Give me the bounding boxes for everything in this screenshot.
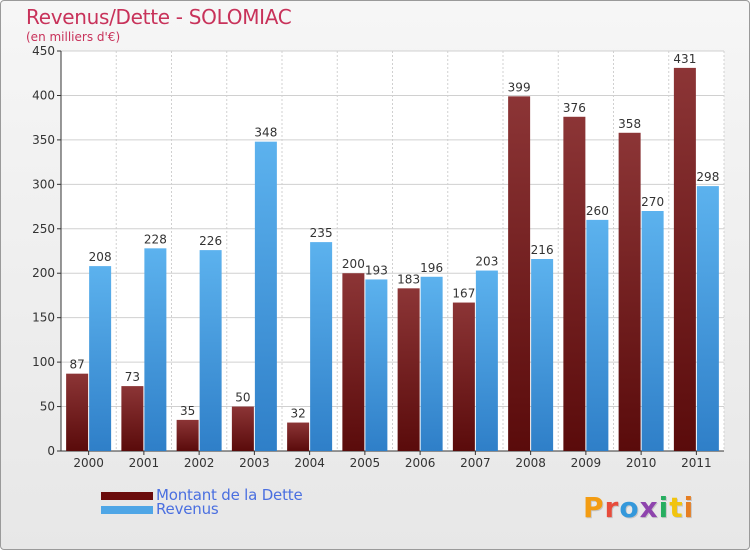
data-label-dette: 73 — [125, 370, 140, 384]
bar-revenus — [475, 270, 498, 451]
legend-swatch-revenus — [101, 506, 153, 514]
bar-dette — [508, 96, 531, 451]
y-tick-label: 0 — [47, 444, 55, 458]
legend-swatch-dette — [101, 492, 153, 500]
bar-revenus — [254, 141, 277, 451]
bar-dette — [176, 419, 199, 451]
x-tick-label: 2007 — [460, 456, 491, 470]
proxiti-logo: Proxiti — [583, 491, 694, 524]
bar-revenus — [310, 242, 333, 451]
data-label-revenus: 298 — [696, 170, 719, 184]
data-label-dette: 50 — [235, 391, 250, 405]
x-tick-label: 2006 — [405, 456, 436, 470]
bar-revenus — [365, 279, 388, 451]
bar-dette — [618, 132, 641, 451]
bar-revenus — [531, 259, 554, 451]
data-label-dette: 200 — [342, 257, 365, 271]
x-tick-label: 2008 — [515, 456, 546, 470]
data-label-dette: 358 — [618, 117, 641, 131]
bar-revenus — [586, 219, 609, 451]
x-tick-label: 2011 — [681, 456, 712, 470]
data-label-revenus: 260 — [586, 204, 609, 218]
bar-revenus — [144, 248, 167, 451]
y-tick-label: 50 — [40, 400, 55, 414]
data-label-dette: 35 — [180, 404, 195, 418]
data-label-revenus: 348 — [254, 126, 277, 140]
bar-dette — [673, 67, 696, 451]
x-tick-label: 2004 — [294, 456, 325, 470]
data-label-dette: 167 — [452, 287, 475, 301]
legend-label-dette: Montant de la Dette — [156, 486, 303, 504]
bar-dette — [231, 406, 254, 451]
logo-letter: P — [583, 491, 605, 524]
logo-letter: i — [683, 491, 695, 524]
logo-letter: o — [619, 491, 640, 524]
logo-letter: i — [658, 491, 670, 524]
legend-label-revenus: Revenus — [156, 500, 219, 518]
data-label-dette: 183 — [397, 272, 420, 286]
x-tick-label: 2000 — [73, 456, 104, 470]
bar-dette — [287, 422, 310, 451]
bar-dette — [66, 373, 89, 451]
logo-letter: x — [639, 491, 659, 524]
x-tick-label: 2003 — [239, 456, 270, 470]
data-label-revenus: 216 — [531, 243, 554, 257]
data-label-revenus: 228 — [144, 232, 167, 246]
bar-dette — [397, 288, 420, 451]
logo-letter: r — [604, 491, 620, 524]
data-label-revenus: 235 — [310, 226, 333, 240]
x-tick-label: 2010 — [626, 456, 657, 470]
y-tick-label: 100 — [32, 355, 55, 369]
x-tick-label: 2005 — [350, 456, 381, 470]
data-label-revenus: 270 — [641, 195, 664, 209]
y-tick-label: 300 — [32, 177, 55, 191]
bar-dette — [563, 116, 586, 452]
bar-revenus — [420, 276, 443, 451]
y-tick-label: 200 — [32, 266, 55, 280]
y-tick-label: 150 — [32, 311, 55, 325]
x-tick-label: 2009 — [571, 456, 602, 470]
bar-dette — [452, 302, 475, 451]
bar-revenus — [89, 266, 112, 451]
x-tick-label: 2001 — [129, 456, 160, 470]
bar-dette — [121, 386, 144, 451]
data-label-dette: 32 — [290, 407, 305, 421]
chart-subtitle: (en milliers d'€) — [26, 30, 121, 44]
chart-title: Revenus/Dette - SOLOMIAC — [26, 5, 292, 29]
data-label-revenus: 196 — [420, 261, 443, 275]
y-tick-label: 400 — [32, 88, 55, 102]
bar-revenus — [641, 211, 664, 451]
logo-letter: t — [669, 491, 684, 524]
data-label-revenus: 208 — [89, 250, 112, 264]
data-label-revenus: 203 — [475, 255, 498, 269]
data-label-revenus: 193 — [365, 263, 388, 277]
bar-revenus — [696, 186, 719, 451]
y-tick-label: 250 — [32, 222, 55, 236]
x-tick-label: 2002 — [184, 456, 215, 470]
data-label-dette: 87 — [69, 358, 84, 372]
bar-dette — [342, 273, 365, 451]
data-label-dette: 431 — [673, 52, 696, 66]
data-label-dette: 399 — [508, 80, 531, 94]
data-label-revenus: 226 — [199, 234, 222, 248]
y-tick-label: 450 — [32, 44, 55, 58]
data-label-dette: 376 — [563, 101, 586, 115]
y-tick-label: 350 — [32, 133, 55, 147]
bar-revenus — [199, 250, 222, 451]
